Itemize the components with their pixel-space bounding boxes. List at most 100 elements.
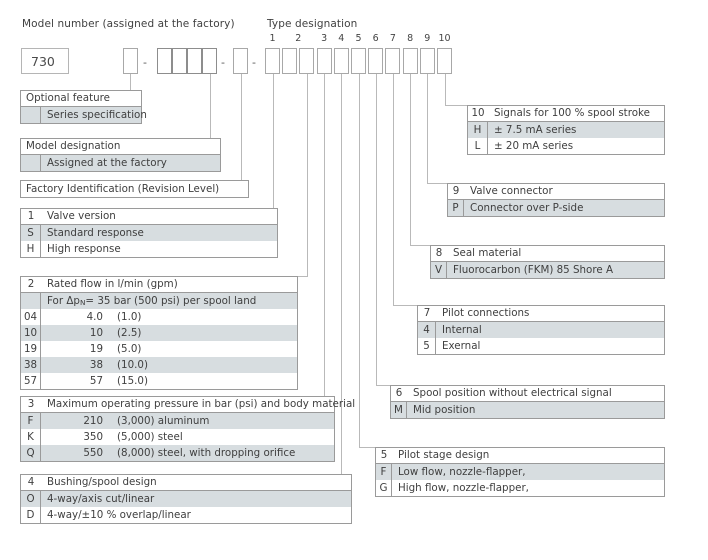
table-row[interactable]: H High response	[21, 241, 277, 257]
optional-feature-box[interactable]	[123, 48, 138, 74]
table-number-7: 7	[423, 307, 431, 320]
type-designation-cell-1[interactable]	[265, 48, 280, 74]
type-designation-cell-8[interactable]	[385, 48, 401, 74]
table-row[interactable]: D 4-way/±10 % overlap/linear	[21, 507, 351, 523]
type-designation-header: Type designation	[267, 18, 358, 30]
position-tick-5: 5	[355, 33, 362, 44]
factory-identification-title: Factory Identification (Revision Level)	[26, 182, 220, 195]
row-code: 04	[21, 309, 41, 325]
table-row[interactable]: Series specification	[21, 107, 147, 123]
connector-10-v	[445, 74, 446, 105]
row-label: Mid position	[413, 403, 476, 416]
table-title-3: Maximum operating pressure in bar (psi) …	[47, 398, 356, 411]
table-row[interactable]: V Fluorocarbon (FKM) 85 Shore A	[431, 262, 664, 278]
table-row[interactable]: K 350 (5,000) steel	[21, 429, 334, 445]
model-designation-box-2[interactable]	[172, 48, 187, 74]
table-row[interactable]: S Standard response	[21, 225, 277, 241]
model-designation-box-1[interactable]	[157, 48, 172, 74]
table-1: 1 Valve version S Standard response H High re…	[20, 208, 278, 258]
row-label: High flow, nozzle-flapper,	[398, 481, 529, 494]
type-designation-cell-2[interactable]	[282, 48, 298, 74]
optional-feature-title: Optional feature	[26, 92, 110, 105]
connector-1-v	[273, 74, 274, 208]
table-number-8: 8	[435, 247, 443, 260]
type-designation-cell-7[interactable]	[368, 48, 384, 74]
table-header-row: 8 Seal material	[431, 246, 664, 262]
row-value-alt: (15.0)	[117, 374, 148, 387]
table-row[interactable]: F 210 (3,000) aluminum	[21, 413, 334, 429]
row-value-alt: (3,000) aluminum	[117, 414, 210, 427]
table-title-4: Bushing/spool design	[47, 476, 157, 489]
table-row[interactable]: O 4-way/axis cut/linear	[21, 491, 351, 507]
row-label: Exernal	[442, 339, 481, 352]
row-value: 10	[89, 326, 103, 339]
table-row[interactable]: P Connector over P-side	[448, 200, 664, 216]
row-code: P	[448, 200, 464, 216]
type-designation-cell-5[interactable]	[333, 48, 349, 74]
row-value: 4.0	[86, 310, 103, 323]
dash-1: -	[143, 56, 147, 69]
row-code: 4	[418, 322, 436, 338]
table-model-designation: Model designation Assigned at the factor…	[20, 138, 221, 172]
table-row[interactable]: 19 19 (5.0)	[21, 341, 297, 357]
row-label: High response	[47, 242, 121, 255]
table-header-row: 4 Bushing/spool design	[21, 475, 351, 491]
row-label: Low flow, nozzle-flapper,	[398, 465, 526, 478]
factory-identification-box[interactable]	[233, 48, 248, 74]
type-designation-cell-4[interactable]	[316, 48, 332, 74]
table-6: 6 Spool position without electrical signa…	[390, 385, 665, 419]
table-row[interactable]: Q 550 (8,000) steel, with dropping orifice	[21, 445, 334, 461]
subhead-code-cell	[21, 293, 41, 309]
row-value: 210	[83, 414, 103, 427]
connector-5-h	[359, 447, 377, 448]
model-designation-box-3[interactable]	[187, 48, 202, 74]
row-value-alt: (5,000) steel	[117, 430, 183, 443]
row-code: V	[431, 262, 447, 278]
table-row[interactable]: 04 4.0 (1.0)	[21, 309, 297, 325]
table-header-row: 1 Valve version	[21, 209, 277, 225]
table-row[interactable]: G High flow, nozzle-flapper,	[376, 480, 664, 496]
connector-7-v	[393, 74, 394, 305]
model-designation-box-4[interactable]	[202, 48, 217, 74]
table-number-5: 5	[380, 449, 388, 462]
row-code: L	[468, 138, 488, 154]
position-tick-1: 1	[269, 33, 276, 44]
type-designation-cell-6[interactable]	[351, 48, 366, 74]
table-number-9: 9	[452, 185, 460, 198]
type-designation-cell-9[interactable]	[402, 48, 418, 74]
table-row[interactable]: Assigned at the factory	[21, 155, 220, 171]
row-code: O	[21, 491, 41, 507]
row-code: S	[21, 225, 41, 241]
table-factory-identification: Factory Identification (Revision Level)	[20, 180, 249, 198]
table-row[interactable]: 10 10 (2.5)	[21, 325, 297, 341]
table-row[interactable]: L ± 20 mA series	[468, 138, 664, 154]
position-tick-10: 10	[438, 33, 451, 44]
connector-9-h	[427, 183, 448, 184]
row-code	[21, 107, 41, 123]
row-code: F	[21, 413, 41, 429]
table-row[interactable]: 5 Exernal	[418, 338, 664, 354]
type-designation-cell-3[interactable]	[299, 48, 315, 74]
row-value: 57	[89, 374, 103, 387]
table-row[interactable]: 38 38 (10.0)	[21, 357, 297, 373]
row-code: D	[21, 507, 41, 523]
connector-9-v	[427, 74, 428, 183]
row-code: G	[376, 480, 392, 496]
table-number-3: 3	[27, 398, 35, 411]
table-8: 8 Seal material V Fluorocarbon (FKM) 85 Sho…	[430, 245, 665, 279]
type-designation-cell-11[interactable]	[437, 48, 452, 74]
table-title-5: Pilot stage design	[398, 449, 490, 462]
table-row[interactable]: 57 57 (15.0)	[21, 373, 297, 389]
position-tick-9: 9	[424, 33, 431, 44]
dash-2: -	[221, 56, 225, 69]
row-code: M	[391, 402, 407, 418]
table-number-2: 2	[27, 278, 35, 291]
table-row[interactable]: 4 Internal	[418, 322, 664, 338]
type-designation-cell-10[interactable]	[419, 48, 435, 74]
table-row[interactable]: F Low flow, nozzle-flapper,	[376, 464, 664, 480]
row-code	[21, 155, 41, 171]
table-row[interactable]: M Mid position	[391, 402, 664, 418]
table-row[interactable]: H ± 7.5 mA series	[468, 122, 664, 138]
connector-4-v	[341, 74, 342, 474]
model-prefix-box[interactable]: 730	[21, 48, 69, 74]
